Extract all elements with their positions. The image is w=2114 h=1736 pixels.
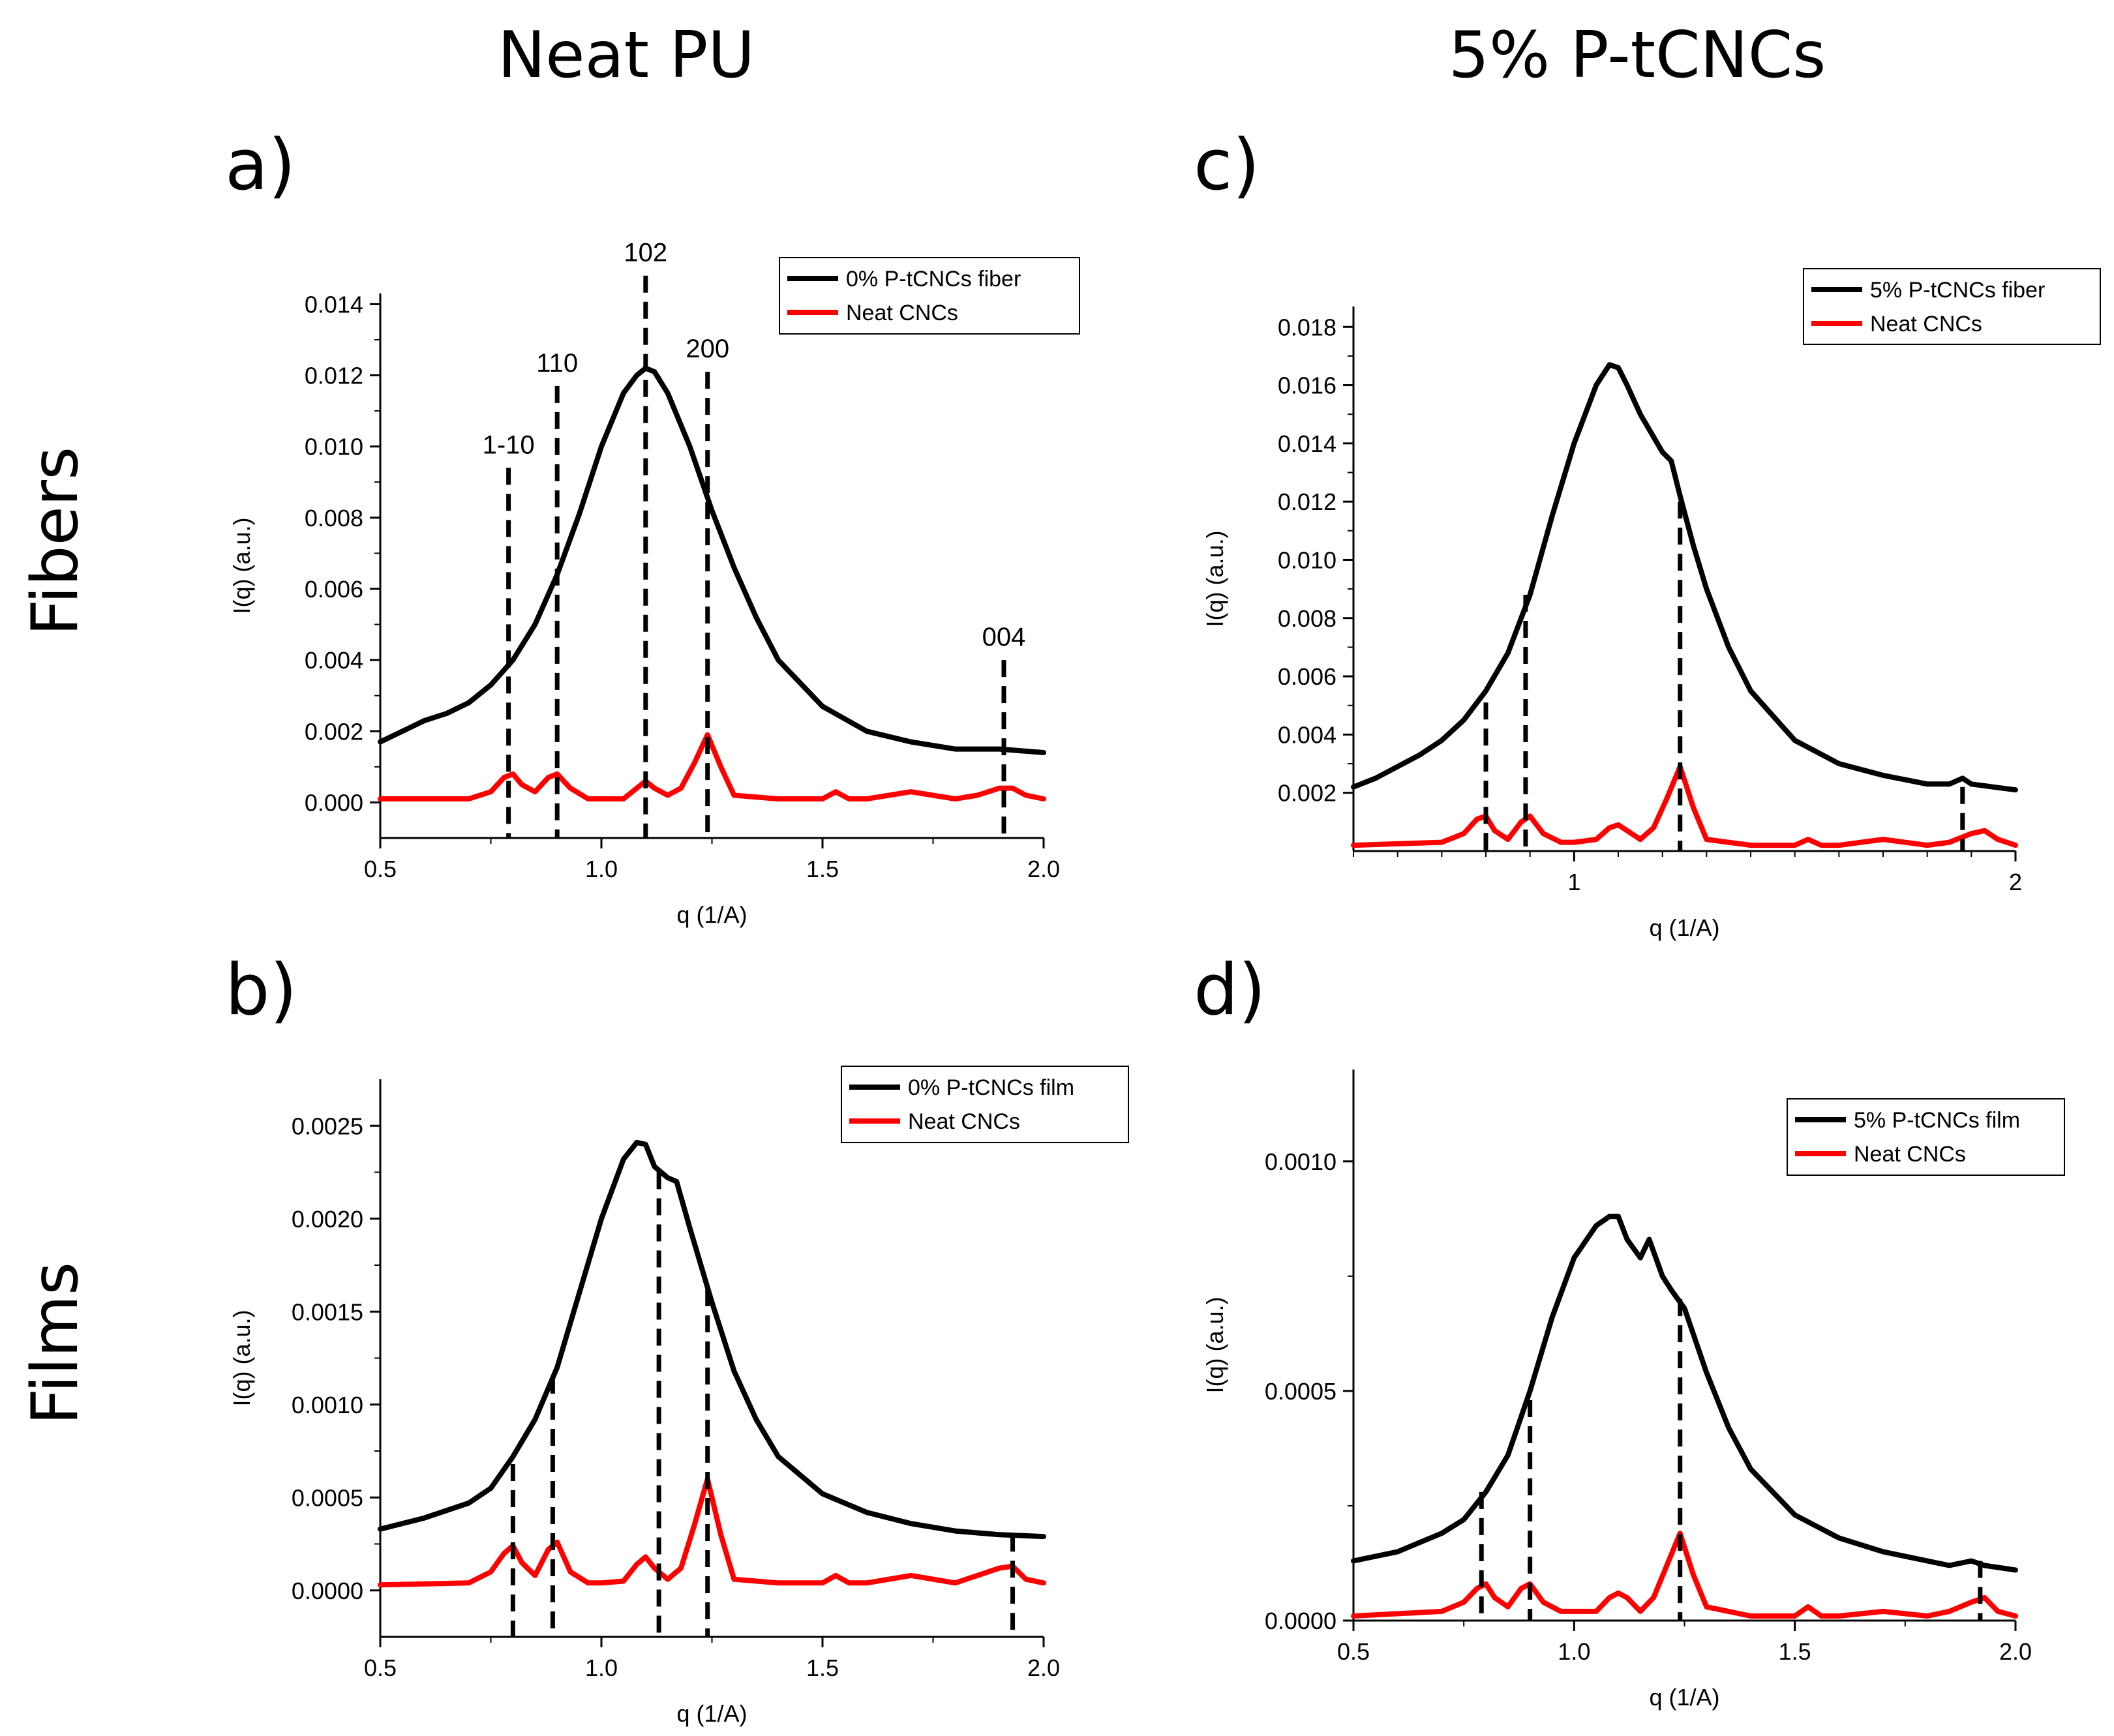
y-tick-label: 0.000 [305,789,363,816]
sample-curve [378,365,1046,755]
y-tick-label: 0.0000 [1265,1608,1336,1634]
x-axis-title: q (1/A) [676,1700,747,1727]
x-tick-label: 1.5 [806,1654,839,1681]
y-tick-label: 0.016 [1278,372,1336,399]
y-tick-label: 0.018 [1278,314,1336,340]
legend-entry: Neat CNCs [846,301,958,325]
y-tick-label: 0.004 [1278,721,1336,748]
y-tick-label: 0.0010 [292,1392,363,1418]
panel-c-fibers-5pct: 1 2 0.002 0.004 0.006 0.008 0.010 0.012 0.014 0.0… [1201,268,2101,941]
y-tick-label: 0.002 [1278,780,1336,807]
panel-label-d: d) [1194,950,1266,1031]
peak-label: 200 [686,335,729,363]
y-tick-label: 0.0020 [292,1206,363,1233]
sample-curve [378,1139,1046,1540]
legend-entry: Neat CNCs [908,1109,1020,1134]
y-tick-label: 0.0015 [292,1298,363,1325]
y-tick-label: 0.0010 [1265,1148,1336,1175]
column-header-5pct-ptcncs: 5% P-tCNCs [1449,18,1826,93]
x-tick-label: 1.0 [585,856,618,882]
y-tick-label: 0.0025 [292,1113,363,1139]
panel-b-films-neat-pu: 0.5 1.0 1.5 2.0 0.0000 0.0005 0.0010 0.0015 0.00… [228,1066,1129,1727]
legend-entry: Neat CNCs [1854,1142,1966,1167]
panel-label-a: a) [225,125,295,206]
legend-entry: Neat CNCs [1870,312,1982,337]
y-tick-label: 0.0000 [292,1578,363,1604]
x-tick-label: 1.0 [585,1654,618,1681]
y-tick-label: 0.014 [1278,430,1336,457]
x-tick-label: 0.5 [1337,1638,1370,1665]
y-tick-label: 0.006 [305,576,363,603]
row-header-films: Films [18,1262,93,1425]
y-tick-label: 0.014 [305,291,363,318]
y-tick-label: 0.008 [1278,605,1336,632]
y-axis-title: I(q) (a.u.) [1201,1296,1228,1393]
sample-curve [1351,1214,2018,1573]
x-tick-label: 1 [1567,869,1580,895]
panel-label-c: c) [1194,125,1260,206]
x-tick-label: 2.0 [1027,1654,1060,1681]
y-tick-label: 0.004 [305,647,363,674]
x-tick-label: 1.5 [1779,1638,1811,1665]
y-tick-label: 0.010 [305,434,363,460]
sample-curve [1351,362,2018,793]
legend-entry: 0% P-tCNCs film [908,1075,1074,1100]
panel-a-fibers-neat-pu: 0.5 1.0 1.5 2.0 0.000 0.002 0.004 0.006 0.008 0.0… [228,239,1080,928]
peak-label: 1-10 [483,430,535,459]
y-tick-label: 0.008 [305,505,363,531]
y-tick-label: 0.006 [1278,663,1336,690]
legend-entry: 5% P-tCNCs film [1854,1108,2020,1133]
x-tick-label: 1.5 [806,856,839,882]
x-axis-title: q (1/A) [1649,1684,1719,1711]
x-axis-title: q (1/A) [1649,914,1719,941]
x-tick-label: 2.0 [1999,1638,2032,1665]
peak-label: 004 [982,623,1026,651]
y-tick-label: 0.0005 [1265,1378,1336,1405]
legend-box [779,257,1080,335]
neat-cncs-curve [378,732,1046,801]
panel-d-films-5pct: 0.5 1.0 1.5 2.0 0.0000 0.0005 0.0010 q (1/A) I(q… [1201,1070,2065,1711]
x-tick-label: 0.5 [364,856,397,882]
peak-label: 102 [624,239,667,267]
neat-cncs-curve [378,1476,1046,1588]
panel-label-b: b) [225,950,297,1031]
y-tick-label: 0.012 [1278,488,1336,515]
legend-entry: 5% P-tCNCs fiber [1870,278,2045,303]
x-tick-label: 2 [2009,869,2022,895]
peak-label: 110 [536,349,578,378]
y-axis-title: I(q) (a.u.) [228,517,255,614]
neat-cncs-curve [1351,1531,2018,1619]
y-tick-label: 0.012 [305,363,363,389]
row-header-fibers: Fibers [18,447,93,636]
legend-box [1787,1098,2065,1176]
neat-cncs-curve [1351,764,2018,848]
y-tick-label: 0.0005 [292,1484,363,1511]
y-axis-title: I(q) (a.u.) [228,1309,255,1406]
column-header-neat-pu: Neat PU [498,18,755,93]
y-axis-title: I(q) (a.u.) [1201,530,1228,627]
y-tick-label: 0.002 [305,718,363,745]
legend-box [841,1066,1129,1143]
x-tick-label: 0.5 [364,1654,397,1681]
legend-box [1803,268,2101,345]
legend-entry: 0% P-tCNCs fiber [846,267,1021,292]
y-tick-label: 0.010 [1278,546,1336,573]
x-axis-title: q (1/A) [676,901,747,928]
x-tick-label: 2.0 [1027,856,1060,882]
x-tick-label: 1.0 [1558,1638,1590,1665]
